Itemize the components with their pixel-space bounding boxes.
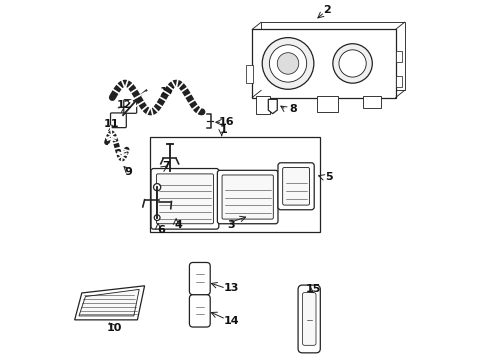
- FancyBboxPatch shape: [190, 262, 210, 295]
- Text: 7: 7: [162, 161, 170, 171]
- FancyBboxPatch shape: [218, 170, 278, 224]
- Bar: [245, 65, 253, 83]
- Text: 6: 6: [157, 225, 165, 235]
- Text: 4: 4: [175, 220, 183, 230]
- Bar: [317, 96, 338, 112]
- Circle shape: [277, 53, 299, 74]
- Text: 1: 1: [220, 125, 227, 135]
- Circle shape: [333, 44, 372, 83]
- Bar: [395, 76, 402, 87]
- Text: 5: 5: [325, 172, 333, 182]
- Text: 14: 14: [224, 316, 240, 325]
- Bar: [364, 96, 381, 108]
- FancyBboxPatch shape: [302, 293, 316, 345]
- Text: 9: 9: [124, 167, 132, 177]
- FancyBboxPatch shape: [156, 174, 214, 224]
- Text: 15: 15: [305, 284, 321, 294]
- Text: 3: 3: [227, 220, 235, 230]
- Text: 10: 10: [106, 323, 122, 333]
- Text: 2: 2: [323, 5, 331, 15]
- Circle shape: [154, 215, 160, 221]
- Text: 8: 8: [290, 104, 297, 114]
- FancyBboxPatch shape: [111, 113, 126, 128]
- FancyBboxPatch shape: [124, 100, 137, 113]
- FancyBboxPatch shape: [151, 168, 219, 229]
- Circle shape: [262, 38, 314, 89]
- Text: 16: 16: [219, 117, 234, 127]
- FancyBboxPatch shape: [222, 175, 273, 219]
- Polygon shape: [261, 22, 405, 90]
- Bar: [395, 51, 402, 62]
- Polygon shape: [269, 99, 277, 114]
- Circle shape: [339, 50, 366, 77]
- Text: 12: 12: [117, 100, 133, 111]
- Text: 17: 17: [160, 87, 175, 97]
- FancyBboxPatch shape: [278, 163, 314, 210]
- Text: 13: 13: [224, 283, 240, 293]
- Bar: [256, 96, 270, 114]
- FancyBboxPatch shape: [190, 295, 210, 327]
- Text: 11: 11: [104, 119, 120, 129]
- Polygon shape: [252, 30, 395, 98]
- FancyBboxPatch shape: [298, 285, 320, 353]
- Circle shape: [270, 45, 307, 82]
- Bar: [150, 137, 320, 232]
- Circle shape: [153, 184, 161, 191]
- FancyBboxPatch shape: [283, 167, 310, 205]
- Polygon shape: [74, 286, 145, 320]
- Polygon shape: [79, 289, 139, 316]
